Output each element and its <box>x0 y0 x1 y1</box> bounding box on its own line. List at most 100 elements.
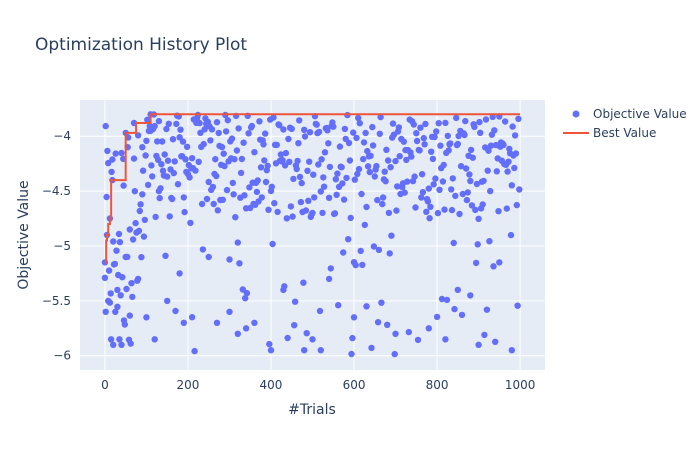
objective-value-point <box>213 319 221 326</box>
objective-value-point <box>212 156 219 163</box>
objective-value-point <box>442 336 449 343</box>
objective-value-point <box>436 186 443 193</box>
objective-value-point <box>260 141 267 148</box>
objective-value-point <box>127 340 134 347</box>
objective-value-point <box>332 176 339 183</box>
objective-value-point <box>431 133 438 141</box>
objective-value-point <box>467 146 475 154</box>
objective-value-point <box>222 128 230 135</box>
objective-value-point <box>414 336 422 344</box>
objective-value-point <box>277 151 285 158</box>
objective-value-point <box>230 191 237 198</box>
objective-value-point <box>236 260 243 267</box>
objective-value-point <box>201 126 208 133</box>
objective-value-point <box>373 162 380 170</box>
objective-value-point <box>113 247 120 254</box>
objective-value-point <box>245 130 252 137</box>
objective-value-point <box>420 134 427 142</box>
objective-value-point <box>166 213 173 220</box>
objective-value-point <box>452 192 459 200</box>
objective-value-point <box>134 277 141 284</box>
objective-value-point <box>111 260 119 268</box>
objective-value-point <box>320 174 327 181</box>
legend[interactable]: Objective Value Best Value <box>563 107 687 140</box>
objective-value-point <box>177 126 184 133</box>
objective-value-point <box>392 330 399 337</box>
objective-value-point <box>405 328 412 336</box>
objective-value-point <box>513 201 520 209</box>
objective-value-point <box>196 119 203 127</box>
objective-value-point <box>321 149 329 156</box>
objective-value-point <box>171 158 178 165</box>
objective-value-point <box>315 161 322 168</box>
objective-value-point <box>388 232 395 239</box>
objective-value-point <box>384 321 391 328</box>
objective-value-point <box>392 157 399 165</box>
objective-value-point <box>246 184 253 191</box>
objective-value-point <box>345 236 352 243</box>
objective-value-point <box>102 122 109 130</box>
objective-value-point <box>462 165 470 172</box>
objective-value-point <box>105 159 112 167</box>
objective-value-point <box>505 158 512 165</box>
objective-value-point <box>448 206 456 214</box>
objective-value-point <box>338 164 345 171</box>
objective-value-point <box>188 155 196 162</box>
legend-label-best-value[interactable]: Best Value <box>593 126 656 140</box>
objective-value-point <box>287 203 295 210</box>
objective-value-point <box>491 127 498 134</box>
objective-value-point <box>200 140 207 148</box>
objective-value-point <box>326 163 334 171</box>
objective-value-point <box>367 152 374 159</box>
objective-value-point <box>240 139 247 146</box>
legend-marker-objective-value <box>572 110 580 118</box>
objective-value-point <box>139 191 146 198</box>
objective-value-point <box>382 178 389 185</box>
objective-value-point <box>412 204 419 211</box>
x-tick-label: 400 <box>260 378 283 392</box>
objective-value-point <box>149 173 156 180</box>
objective-value-point <box>360 155 367 163</box>
objective-value-point <box>441 206 448 213</box>
objective-value-point <box>242 295 249 302</box>
objective-value-point <box>362 129 369 137</box>
objective-value-point <box>232 214 239 221</box>
objective-value-point <box>265 206 272 213</box>
objective-value-point <box>155 117 163 125</box>
objective-value-point <box>369 123 376 131</box>
objective-value-point <box>310 171 317 178</box>
objective-value-point <box>317 188 324 195</box>
objective-value-point <box>141 216 148 224</box>
objective-value-point <box>347 214 354 222</box>
objective-value-point <box>427 203 434 210</box>
objective-value-point <box>274 208 281 216</box>
objective-value-point <box>361 221 368 229</box>
objective-value-point <box>203 195 211 203</box>
objective-value-point <box>355 114 362 122</box>
objective-value-point <box>219 196 226 203</box>
legend-label-objective-value[interactable]: Objective Value <box>593 107 687 121</box>
objective-value-point <box>170 169 177 177</box>
objective-value-point <box>239 286 246 293</box>
objective-value-point <box>282 149 290 157</box>
objective-value-point <box>298 179 305 187</box>
objective-value-point <box>504 168 511 175</box>
objective-value-point <box>154 138 161 145</box>
objective-value-point <box>164 297 171 305</box>
objective-value-point <box>172 307 179 315</box>
objective-value-point <box>144 116 151 124</box>
objective-value-point <box>242 325 250 332</box>
objective-value-point <box>207 137 214 144</box>
objective-value-point <box>251 319 258 326</box>
objective-value-point <box>129 293 136 301</box>
objective-value-point <box>381 168 388 175</box>
objective-value-point <box>235 125 242 132</box>
objective-value-point <box>281 162 289 169</box>
objective-value-point <box>215 129 222 137</box>
objective-value-point <box>375 246 383 254</box>
objective-value-point <box>301 347 308 354</box>
objective-value-point <box>360 139 368 146</box>
objective-value-point <box>186 174 193 181</box>
best-value-line <box>104 113 521 264</box>
objective-value-point <box>218 143 226 151</box>
